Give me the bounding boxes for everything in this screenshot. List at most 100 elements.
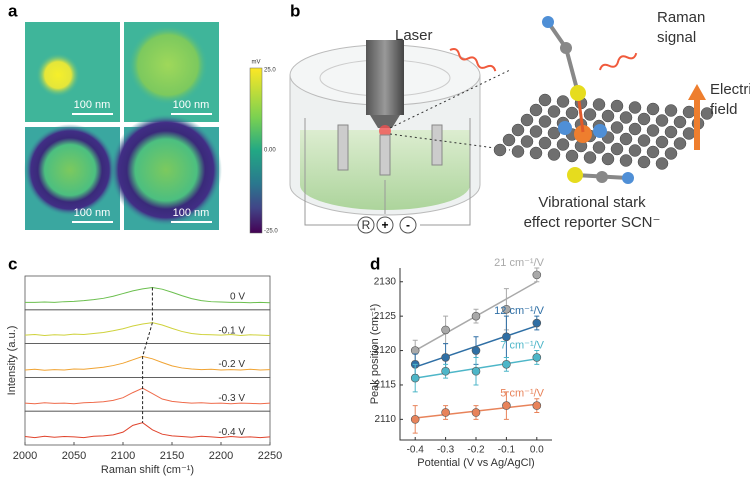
panel-label: c bbox=[8, 254, 17, 273]
carbon bbox=[511, 145, 525, 158]
zoom-lines bbox=[389, 69, 511, 151]
series-label: 21 cm⁻¹/V bbox=[494, 257, 544, 269]
carbon bbox=[637, 155, 651, 169]
series-label: 12 cm⁻¹/V bbox=[494, 305, 544, 317]
point bbox=[471, 346, 481, 355]
carbon bbox=[655, 114, 669, 127]
carbon bbox=[529, 125, 543, 138]
carbon bbox=[664, 125, 678, 139]
axes bbox=[399, 268, 552, 441]
carbon bbox=[700, 107, 714, 120]
scale-bars bbox=[72, 113, 212, 223]
point bbox=[410, 373, 420, 383]
panel-a: a 100 nm 100 nm 100 nm 100 nm mV 25.0 0.… bbox=[8, 1, 278, 234]
carbon bbox=[655, 157, 669, 170]
carbon bbox=[556, 138, 570, 151]
x-axis-label: Raman shift (cm⁻¹) bbox=[101, 464, 194, 476]
carbon bbox=[583, 151, 597, 164]
afm-blob bbox=[128, 25, 208, 105]
spectrum bbox=[24, 387, 271, 405]
carbon bbox=[628, 122, 642, 136]
point bbox=[502, 304, 511, 314]
carbon bbox=[655, 135, 669, 149]
raman-wave bbox=[599, 52, 638, 71]
electrodes bbox=[337, 124, 443, 176]
x-tick-label: 2150 bbox=[160, 450, 184, 462]
series-label: 7 cm⁻¹/V bbox=[500, 339, 544, 351]
scale-label: 100 nm bbox=[173, 207, 210, 219]
point bbox=[410, 346, 420, 355]
y-tick-label: 2115 bbox=[374, 380, 396, 391]
y-axis-label: Intensity (a.u.) bbox=[6, 326, 18, 396]
carbon bbox=[664, 147, 678, 160]
carbon bbox=[637, 134, 651, 147]
spectrum bbox=[24, 422, 271, 439]
scale-label: 100 nm bbox=[74, 207, 111, 219]
carbon bbox=[610, 142, 624, 156]
carbon bbox=[592, 98, 606, 111]
panel-label: d bbox=[370, 254, 380, 273]
panel-label: b bbox=[290, 1, 300, 20]
colorbar bbox=[249, 67, 263, 234]
x-tick-label: -0.4 bbox=[407, 445, 425, 456]
x-tick-label: 0.0 bbox=[530, 445, 544, 456]
series-label: -0.3 V bbox=[218, 393, 245, 404]
spectrum-box bbox=[24, 410, 271, 446]
carbon bbox=[529, 146, 543, 160]
point bbox=[441, 353, 450, 362]
carbon bbox=[538, 115, 552, 128]
carbon bbox=[547, 148, 561, 161]
carbon bbox=[673, 137, 687, 150]
spectrum bbox=[24, 322, 271, 336]
terminal-label: + bbox=[381, 218, 388, 232]
reporter-molecule bbox=[567, 167, 634, 184]
chart-c: 0 V -0.1 V -0.2 V -0.3 V -0.4 V 2000 2050 2100 2… bbox=[6, 275, 282, 476]
carbon bbox=[520, 113, 534, 127]
series-label: -0.1 V bbox=[218, 325, 245, 336]
carbon bbox=[673, 115, 687, 129]
carbon bbox=[538, 136, 552, 150]
raman-label: Raman bbox=[657, 9, 705, 26]
carbon bbox=[529, 103, 543, 117]
point bbox=[532, 401, 542, 410]
x-tick-label: 2200 bbox=[209, 450, 233, 462]
point bbox=[502, 360, 511, 369]
carbon bbox=[511, 123, 525, 137]
point bbox=[502, 401, 511, 410]
graphene bbox=[493, 93, 714, 170]
carbon bbox=[610, 99, 624, 113]
metal-atom bbox=[574, 125, 592, 143]
carbon bbox=[601, 109, 615, 123]
objective bbox=[366, 40, 404, 115]
carbon bbox=[592, 141, 606, 154]
x-tick-label: -0.2 bbox=[467, 445, 485, 456]
carbon bbox=[610, 121, 624, 134]
afm-blob bbox=[24, 124, 116, 216]
carbon bbox=[556, 95, 570, 108]
x-axis-label: Potential (V vs Ag/AgCl) bbox=[417, 457, 534, 469]
point bbox=[471, 366, 481, 376]
series-label: 5 cm⁻¹/V bbox=[500, 388, 544, 400]
x-tick-label: 2050 bbox=[62, 450, 86, 462]
colorbar-label: 25.0 bbox=[264, 68, 276, 74]
series-label: -0.2 V bbox=[218, 359, 245, 370]
carbon bbox=[628, 101, 642, 114]
point bbox=[471, 408, 481, 417]
scale-label: 100 nm bbox=[74, 99, 111, 111]
y-tick-label: 2130 bbox=[374, 276, 397, 287]
reporter-label: Vibrational stark bbox=[538, 194, 646, 211]
carbon bbox=[538, 93, 552, 107]
raman-label: signal bbox=[657, 29, 696, 46]
x-tick-label: 2000 bbox=[13, 450, 37, 462]
point bbox=[441, 366, 450, 376]
x-tick-label: 2100 bbox=[111, 450, 135, 462]
laser-spot bbox=[379, 125, 391, 137]
point bbox=[441, 408, 450, 417]
carbon bbox=[646, 124, 660, 137]
carbon bbox=[601, 152, 615, 166]
reporter-label: effect reporter SCN⁻ bbox=[524, 214, 661, 231]
y-tick-label: 2125 bbox=[374, 311, 397, 322]
panel-b: b R + - Laser Raman signal Electric fiel… bbox=[289, 1, 750, 234]
carbon bbox=[520, 135, 534, 148]
